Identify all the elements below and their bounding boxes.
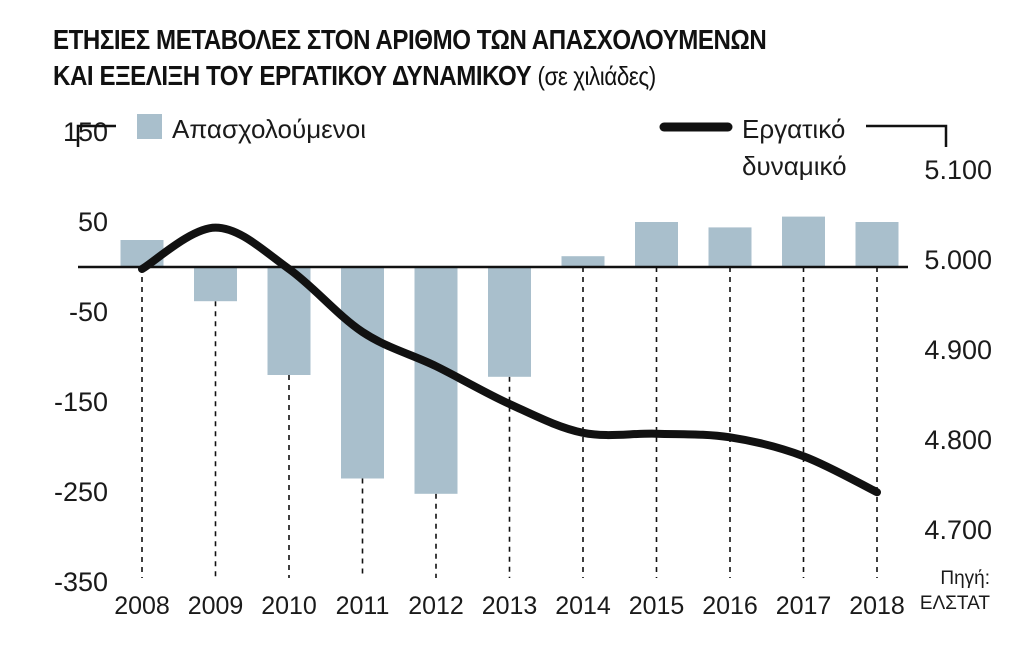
bar-2017: [782, 216, 825, 267]
bar-2009: [194, 267, 237, 302]
x-axis: 2008 2009 2010 2011 2012 2013 2014 2015 2016 2017…: [114, 592, 905, 620]
legend-bar-swatch: [137, 114, 162, 139]
right-tick-3: 4.800: [924, 425, 992, 455]
right-tick-2: 4.900: [924, 335, 992, 365]
left-axis: 150 50 -50 -150 -250 -350: [54, 117, 108, 597]
bar-2018: [855, 222, 899, 267]
left-axis-bracket: [76, 124, 116, 147]
bars: [120, 216, 899, 494]
bar-2013: [488, 267, 531, 377]
bar-2016: [708, 227, 752, 267]
x-tick-2008: 2008: [114, 592, 170, 620]
x-tick-2013: 2013: [482, 592, 538, 620]
labour-force-line: [138, 223, 881, 497]
x-tick-2012: 2012: [408, 592, 464, 620]
x-tick-2017: 2017: [776, 592, 832, 620]
title-line-2: ΚΑΙ ΕΞΕΛΙΞΗ ΤΟΥ ΕΡΓΑΤΙΚΟΥ ΔΥΝΑΜΙΚΟΥ (σε …: [53, 58, 861, 94]
x-tick-2018: 2018: [849, 592, 905, 620]
title-line-1: ΕΤΗΣΙΕΣ ΜΕΤΑΒΟΛΕΣ ΣΤΟΝ ΑΡΙΘΜΟ ΤΩΝ ΑΠΑΣΧΟ…: [53, 24, 767, 55]
guide-lines: [141, 267, 878, 578]
source-label: Πηγή:: [940, 568, 990, 589]
left-tick-1: 50: [78, 207, 108, 237]
chart-title: ΕΤΗΣΙΕΣ ΜΕΤΑΒΟΛΕΣ ΣΤΟΝ ΑΡΙΘΜΟ ΤΩΝ ΑΠΑΣΧΟ…: [53, 22, 861, 94]
right-axis-bracket: [866, 124, 948, 147]
x-tick-2014: 2014: [555, 592, 611, 620]
x-tick-2011: 2011: [336, 592, 390, 620]
bar-2012: [414, 267, 458, 494]
bar-2015: [635, 222, 678, 267]
right-axis: 5.100 5.000 4.900 4.800 4.700: [924, 155, 992, 545]
right-tick-0: 5.100: [924, 155, 992, 185]
left-tick-4: -250: [54, 477, 108, 507]
title-unit: (σε χιλιάδες): [537, 61, 656, 91]
legend-labour-label-2: δυναμικό: [742, 151, 847, 181]
x-tick-2015: 2015: [629, 592, 685, 620]
left-tick-3: -150: [54, 387, 108, 417]
bar-2011: [341, 267, 384, 479]
legend-employed-label: Απασχολούμενοι: [172, 114, 366, 144]
left-tick-0: 150: [63, 117, 108, 147]
left-tick-5: -350: [54, 567, 108, 597]
source-name: ΕΛΣΤΑΤ: [920, 593, 991, 614]
right-tick-1: 5.000: [924, 245, 992, 275]
x-tick-2010: 2010: [261, 592, 317, 620]
bar-2014: [561, 256, 605, 267]
right-tick-4: 4.700: [924, 515, 992, 545]
x-tick-2016: 2016: [702, 592, 758, 620]
title-line-2-text: ΚΑΙ ΕΞΕΛΙΞΗ ΤΟΥ ΕΡΓΑΤΙΚΟΥ ΔΥΝΑΜΙΚΟΥ: [53, 60, 532, 91]
left-tick-2: -50: [69, 297, 108, 327]
x-tick-2009: 2009: [188, 592, 244, 620]
legend-labour-label-1: Εργατικό: [742, 114, 845, 144]
